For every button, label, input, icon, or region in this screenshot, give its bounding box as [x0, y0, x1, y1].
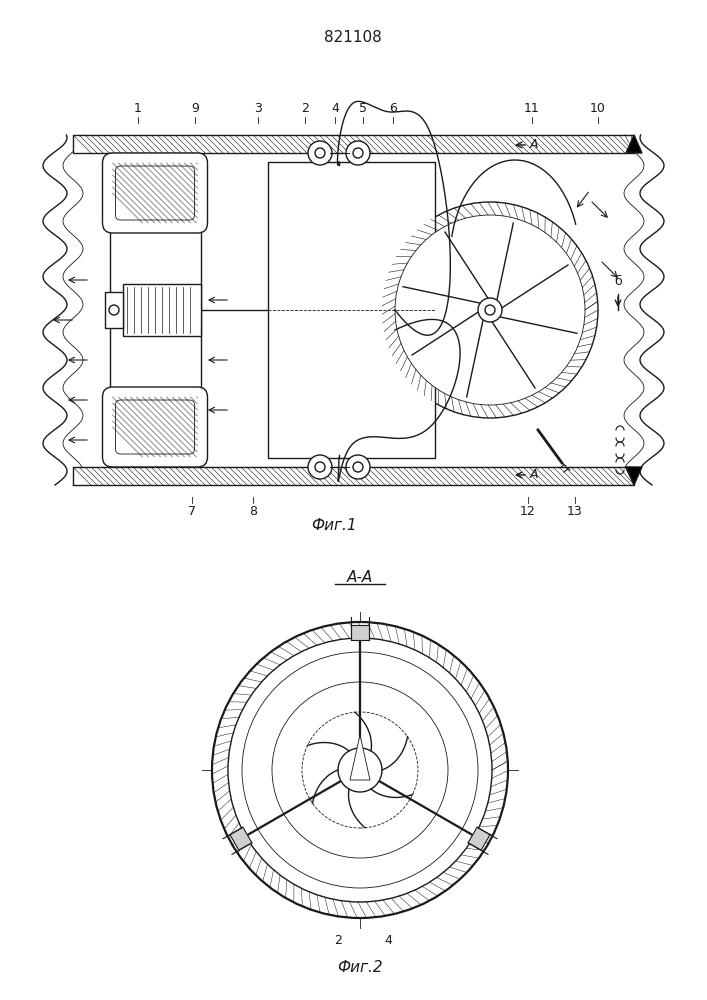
Text: 8: 8: [249, 505, 257, 518]
Circle shape: [315, 462, 325, 472]
Text: 2: 2: [301, 102, 309, 115]
Text: 1: 1: [134, 102, 142, 115]
Text: Фиг.1: Фиг.1: [310, 518, 356, 532]
Bar: [268, 162, 435, 458]
Polygon shape: [626, 135, 642, 153]
Circle shape: [272, 682, 448, 858]
Bar: [105, 292, 123, 328]
Text: 6: 6: [389, 102, 397, 115]
Text: 9: 9: [191, 102, 199, 115]
Circle shape: [353, 462, 363, 472]
Text: 11: 11: [524, 102, 540, 115]
Text: 821108: 821108: [324, 29, 382, 44]
Polygon shape: [468, 827, 490, 850]
Text: 9: 9: [234, 836, 242, 850]
Polygon shape: [230, 827, 252, 850]
Circle shape: [382, 202, 598, 418]
Text: 13: 13: [567, 505, 583, 518]
Text: А-А: А-А: [347, 570, 373, 584]
FancyBboxPatch shape: [115, 166, 194, 220]
Circle shape: [485, 305, 495, 315]
Text: 4: 4: [331, 102, 339, 115]
Bar: [123, 284, 201, 336]
Text: 2: 2: [334, 934, 342, 946]
Text: A: A: [530, 468, 539, 482]
Bar: [73, 467, 634, 485]
Text: 4: 4: [384, 934, 392, 946]
Text: 3: 3: [254, 102, 262, 115]
Circle shape: [338, 748, 382, 792]
FancyBboxPatch shape: [115, 400, 194, 454]
Circle shape: [242, 652, 478, 888]
Circle shape: [212, 622, 508, 918]
Text: б: б: [614, 275, 622, 288]
Circle shape: [478, 298, 502, 322]
Circle shape: [356, 766, 364, 774]
Circle shape: [228, 638, 492, 902]
Text: A: A: [530, 138, 539, 151]
Text: 7: 7: [241, 822, 249, 834]
Circle shape: [346, 455, 370, 479]
Bar: [73, 135, 634, 153]
FancyBboxPatch shape: [103, 153, 207, 233]
Circle shape: [302, 712, 418, 828]
Circle shape: [109, 305, 119, 315]
Text: 12: 12: [520, 505, 536, 518]
Circle shape: [395, 215, 585, 405]
Circle shape: [308, 455, 332, 479]
Circle shape: [315, 148, 325, 158]
Text: 7: 7: [188, 505, 196, 518]
Polygon shape: [626, 467, 642, 485]
Circle shape: [353, 148, 363, 158]
Text: 10: 10: [590, 102, 606, 115]
Text: б: б: [436, 275, 444, 288]
Circle shape: [346, 141, 370, 165]
FancyBboxPatch shape: [103, 387, 207, 467]
Text: Фиг.2: Фиг.2: [337, 960, 382, 976]
Text: 5: 5: [359, 102, 367, 115]
Polygon shape: [350, 735, 370, 780]
Polygon shape: [351, 625, 369, 640]
Circle shape: [308, 141, 332, 165]
